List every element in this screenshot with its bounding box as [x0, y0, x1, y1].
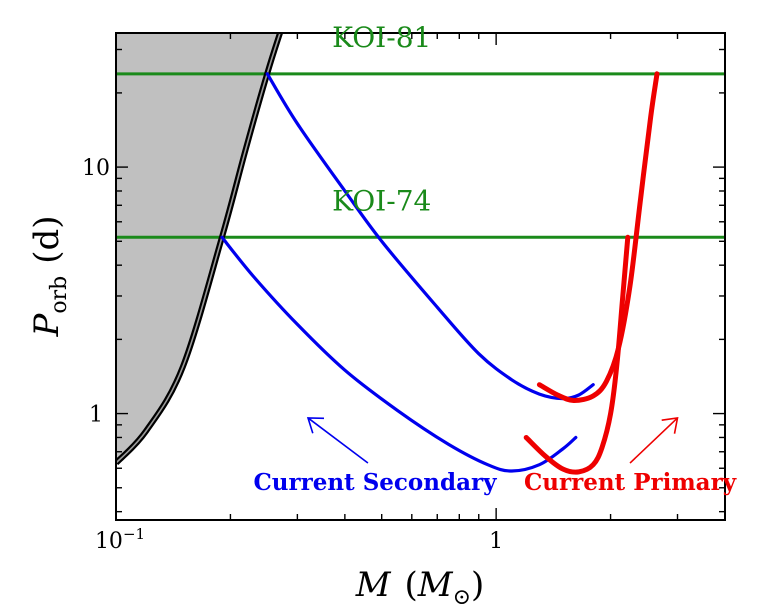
- current-primary-arrow: [629, 416, 679, 464]
- axis-ticks: [115, 33, 726, 520]
- current-secondary-arrow: [306, 417, 369, 464]
- y-tick-label: 10: [82, 156, 110, 181]
- current-primary-arrow-head: [661, 416, 679, 434]
- current-secondary-arrow-head: [306, 417, 325, 434]
- koi-74-label: KOI-74: [332, 184, 431, 217]
- primary-koi74-curve: [523, 234, 631, 475]
- current-secondary-arrow-shaft: [307, 417, 369, 464]
- x-tick-label: 10−1: [95, 525, 145, 554]
- koi-81-label: KOI-81: [332, 21, 431, 54]
- forbidden-region-fill: [116, 33, 280, 520]
- secondary-koi74-curve: [220, 235, 578, 473]
- y-tick-label: 1: [89, 403, 103, 428]
- current-primary-arrow-shaft: [629, 417, 679, 464]
- current-primary-label: Current Primary: [524, 469, 737, 496]
- current-secondary-label: Current Secondary: [253, 469, 497, 496]
- plot-frame: [115, 32, 726, 521]
- x-tick-label: 1: [489, 529, 503, 554]
- y-axis-label: Porb(d): [27, 215, 72, 337]
- x-axis-label: M (M⊙): [355, 565, 485, 610]
